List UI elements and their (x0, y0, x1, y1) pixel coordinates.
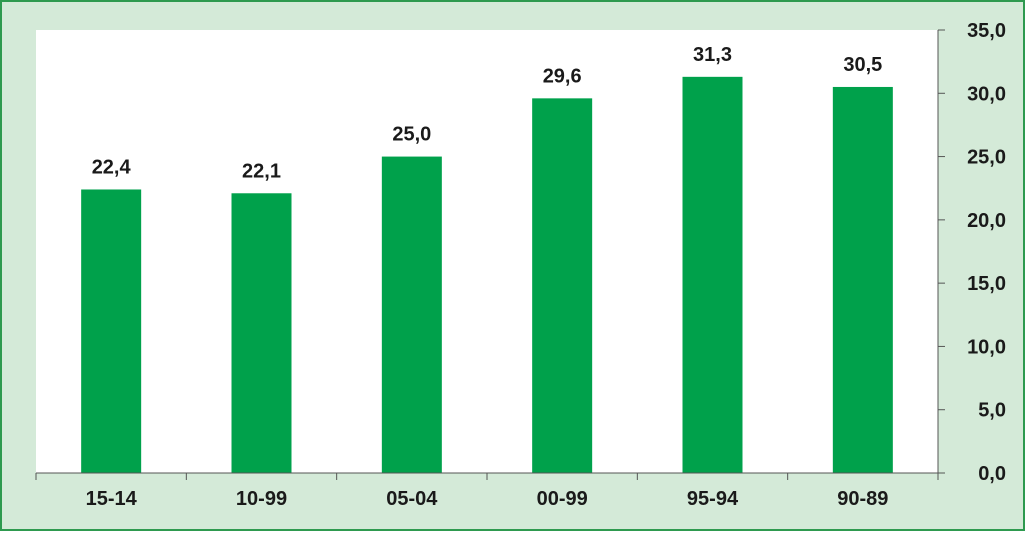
y-tick-label: 35,0 (967, 20, 1006, 42)
bar-15-14 (81, 189, 142, 474)
y-tick-label: 0,0 (978, 463, 1006, 485)
bar-90-89 (832, 86, 893, 473)
x-tick-label-10-99: 10-99 (236, 488, 287, 510)
x-axis: 15-14 10-99 05-04 00-99 95-94 90-89 (35, 472, 939, 510)
plot-area (36, 30, 938, 473)
y-tick-label: 10,0 (967, 336, 1006, 358)
bar-10-99 (231, 193, 292, 473)
y-tick-label: 5,0 (978, 400, 1006, 422)
x-tick-label-05-04: 05-04 (386, 488, 438, 510)
data-label-10-99: 22,1 (242, 160, 281, 182)
y-tick-label: 30,0 (967, 83, 1006, 105)
y-axis: 0,0 5,0 10,0 15,0 20,0 25,0 30,0 35,0 (937, 20, 1006, 485)
y-tick-label: 20,0 (967, 210, 1006, 232)
bar-00-99 (532, 98, 593, 473)
value-labels-group: 22,4 22,1 25,0 29,6 31,3 30,5 (92, 44, 883, 182)
data-label-00-99: 29,6 (543, 65, 582, 87)
data-label-90-89: 30,5 (843, 54, 882, 76)
data-label-05-04: 25,0 (392, 124, 431, 146)
bar-05-04 (381, 156, 442, 474)
x-tick-label-15-14: 15-14 (86, 488, 138, 510)
bars-group (81, 76, 893, 474)
x-tick-label-95-94: 95-94 (687, 488, 739, 510)
x-tick-label-90-89: 90-89 (837, 488, 888, 510)
data-label-15-14: 22,4 (92, 156, 132, 178)
bar-95-94 (682, 76, 743, 474)
y-tick-label: 25,0 (967, 147, 1006, 169)
data-label-95-94: 31,3 (693, 44, 732, 66)
y-tick-label: 15,0 (967, 273, 1006, 295)
x-tick-label-00-99: 00-99 (537, 488, 588, 510)
